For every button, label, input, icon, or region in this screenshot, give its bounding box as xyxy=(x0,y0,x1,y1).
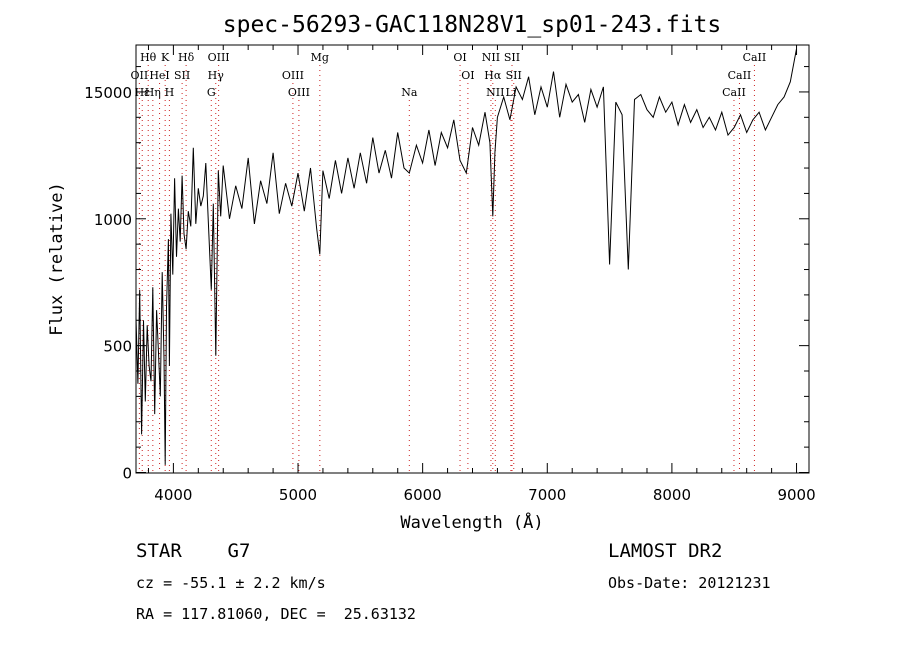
line-marker-label: G xyxy=(207,86,216,99)
line-marker-label: Mg xyxy=(311,51,329,64)
line-marker-label: OI xyxy=(453,51,466,64)
line-marker-label: SII xyxy=(504,51,520,64)
line-marker-label: Hδ xyxy=(178,51,195,64)
plot-frame xyxy=(135,44,810,474)
line-marker-label: CaII xyxy=(743,51,767,64)
line-marker-label: OIII xyxy=(282,69,304,82)
coordinates-text: RA = 117.81060, DEC = 25.63132 xyxy=(136,605,416,623)
line-marker-label: SII xyxy=(506,69,522,82)
spectrum-line xyxy=(135,48,797,465)
line-marker-lines xyxy=(138,65,755,473)
line-marker-label: Hα xyxy=(484,69,502,82)
y-axis-ticks: 0 500 1000 15000 xyxy=(84,66,809,482)
line-marker-label: OIII xyxy=(208,51,230,64)
line-marker-label: K xyxy=(161,51,170,64)
x-axis-ticks: 4000 5000 6000 7000 8000 9000 xyxy=(147,45,816,504)
line-marker-label: Hε xyxy=(135,86,151,99)
y-tick-label: 1000 xyxy=(94,211,132,229)
y-tick-label: 0 xyxy=(122,464,132,482)
y-tick-label: 15000 xyxy=(84,84,132,102)
obs-date-text: Obs-Date: 20121231 xyxy=(608,574,771,592)
line-marker-label: NII xyxy=(486,86,504,99)
line-marker-label: Hγ xyxy=(208,69,225,82)
x-tick-label: 8000 xyxy=(653,486,691,504)
survey-name-text: LAMOST DR2 xyxy=(608,540,723,562)
line-marker-label: CaII xyxy=(728,69,752,82)
line-marker-label: NII xyxy=(482,51,500,64)
object-class-text: STAR G7 xyxy=(136,540,251,562)
y-axis-label: Flux (relative) xyxy=(47,182,67,336)
line-marker-label: H xyxy=(165,86,175,99)
line-marker-label: Na xyxy=(401,86,418,99)
y-tick-label: 500 xyxy=(103,338,132,356)
redshift-text: cz = -55.1 ± 2.2 km/s xyxy=(136,574,326,592)
x-tick-label: 4000 xyxy=(154,486,192,504)
x-tick-label: 7000 xyxy=(528,486,566,504)
x-tick-label: 6000 xyxy=(404,486,442,504)
line-marker-label: CaII xyxy=(722,86,746,99)
x-tick-label: 9000 xyxy=(777,486,815,504)
line-marker-label: SII xyxy=(174,69,190,82)
line-marker-label: Hθ xyxy=(140,51,157,64)
x-tick-label: 5000 xyxy=(279,486,317,504)
line-marker-label: OI xyxy=(461,69,474,82)
line-marker-label: OII xyxy=(131,69,149,82)
line-marker-label: OIII xyxy=(288,86,310,99)
line-marker-label: Li xyxy=(505,86,516,99)
line-marker-label: HeI xyxy=(149,69,169,82)
line-marker-label: Hη xyxy=(145,86,161,99)
chart-title: spec-56293-GAC118N28V1_sp01-243.fits xyxy=(223,12,722,38)
x-axis-label: Wavelength (Å) xyxy=(400,511,543,533)
